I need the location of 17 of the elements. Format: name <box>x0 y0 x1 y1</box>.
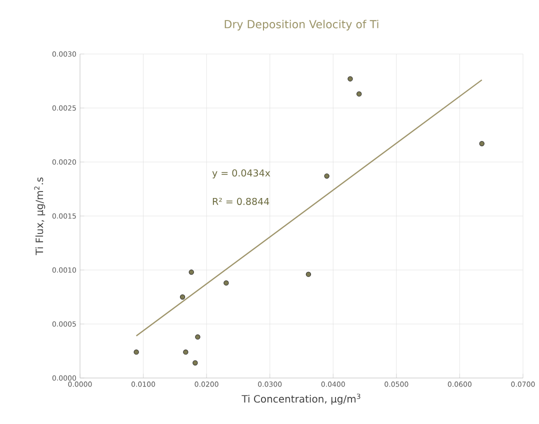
point <box>192 360 198 366</box>
x-axis-title: Ti Concentration, μg/m$^{3}$ <box>242 394 360 405</box>
annotation: R² = 0.8844 <box>212 198 270 206</box>
point <box>348 76 353 82</box>
y-axis-title: Ti Flux, μg/m$^{2}$.s <box>34 177 46 256</box>
point <box>195 334 200 340</box>
point <box>479 141 484 146</box>
chart-title: Dry Deposition Velocity of Ti <box>224 20 378 30</box>
point <box>183 349 188 355</box>
point <box>180 294 186 300</box>
point <box>224 280 229 286</box>
point <box>188 270 194 275</box>
point <box>356 91 362 97</box>
point <box>324 173 330 179</box>
annotation: y = 0.0434x <box>212 169 270 178</box>
point <box>134 349 139 355</box>
point <box>306 272 312 277</box>
